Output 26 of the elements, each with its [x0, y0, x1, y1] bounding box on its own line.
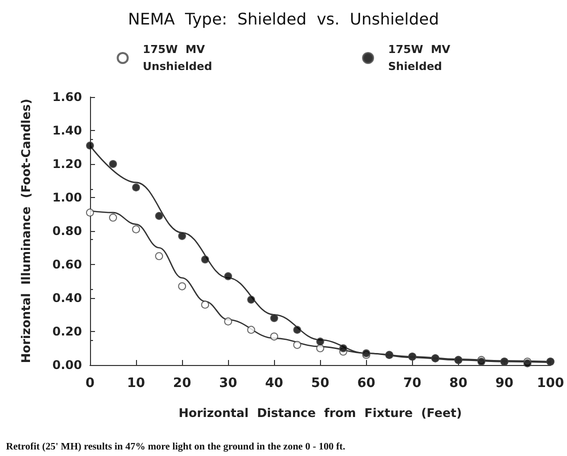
x-axis-title: Horizontal Distance from Fixture (Feet)	[178, 406, 462, 420]
y-tick-label: 0.80	[52, 224, 82, 238]
x-tick-label: 0	[85, 376, 95, 391]
x-tick-label: 30	[219, 376, 238, 391]
y-tick-label: 1.00	[52, 190, 82, 204]
legend-label: 175W MV Shielded	[388, 43, 451, 73]
x-tick-label: 10	[126, 376, 146, 391]
y-tick-label: 1.40	[52, 124, 82, 138]
y-tick-label: 0.00	[52, 358, 82, 372]
x-tick-label: 60	[357, 376, 376, 391]
y-tick-label: 0.60	[52, 258, 82, 272]
y-tick-label: 1.60	[52, 90, 82, 104]
y-axis-title: Horizontal Illuminance (Foot-Candles)	[19, 98, 33, 364]
chart-title: NEMA Type: Shielded vs. Unshielded	[128, 10, 439, 28]
x-tick-label: 70	[403, 376, 422, 391]
x-tick-label: 20	[173, 376, 192, 391]
text: Retrofit (25' MH) results in 47% more light on the ground in the zone 0 - 100 ft.	[6, 442, 346, 452]
y-tick-label: 1.20	[52, 157, 82, 171]
x-tick-label: 50	[311, 376, 330, 391]
y-tick-label: 0.20	[52, 324, 82, 338]
legend-label: 175W MV Unshielded	[142, 43, 212, 73]
x-tick-label: 100	[536, 376, 564, 391]
x-tick-label: 90	[495, 376, 514, 391]
x-tick-label: 40	[265, 376, 284, 391]
y-tick-label: 0.40	[52, 291, 82, 305]
x-tick-label: 80	[449, 376, 468, 391]
